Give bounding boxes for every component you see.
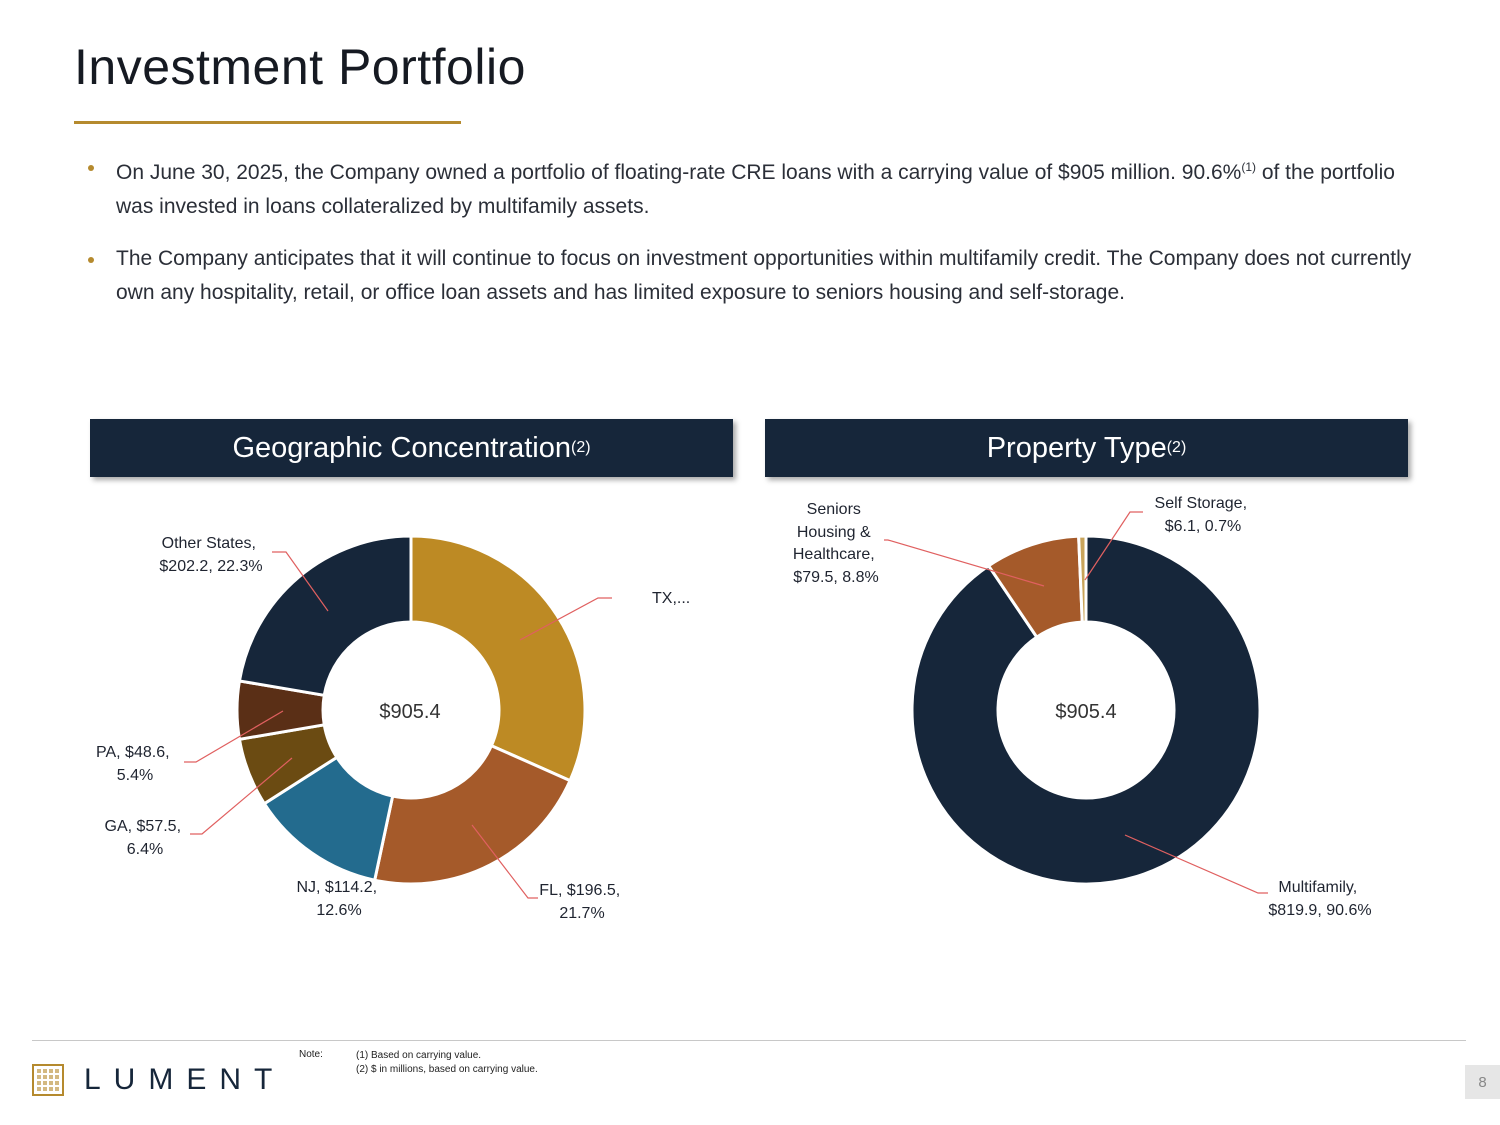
title-underline xyxy=(74,121,461,124)
property-type-donut xyxy=(910,534,1262,886)
data-label-pa: PA, $48.6, 5.4% xyxy=(96,744,174,784)
data-label-seniors-housing: Seniors Housing & Healthcare, $79.5, 8.8… xyxy=(793,501,879,586)
bullet-text: of the portfolio was invested in loans c… xyxy=(116,161,1395,218)
logo-grid-icon xyxy=(32,1064,64,1096)
bullet-item: The Company anticipates that it will con… xyxy=(88,242,1418,310)
page-title: Investment Portfolio xyxy=(74,39,526,95)
footnote-ref: (2) xyxy=(570,439,591,456)
leader-line-tx xyxy=(519,597,612,641)
footnotes: (1) Based on carrying value. (2) $ in mi… xyxy=(356,1049,538,1077)
leader-line-storage xyxy=(1084,511,1143,581)
bullet-dot-icon xyxy=(88,165,94,171)
data-label-fl: FL, $196.5, 21.7% xyxy=(539,882,624,922)
footnote-label: Note: xyxy=(299,1049,323,1060)
logo-wordmark: LUMENT xyxy=(84,1063,286,1096)
page-number: 8 xyxy=(1465,1065,1500,1099)
slice-other-states xyxy=(237,534,413,698)
panel-title: Property Type xyxy=(986,431,1167,464)
slice-self-storage xyxy=(1077,534,1088,624)
property-type-header: Property Type (2) xyxy=(765,419,1408,477)
data-label-multifamily: Multifamily, $819.9, 90.6% xyxy=(1268,879,1371,919)
data-label-tx: TX,... xyxy=(652,590,690,607)
data-label-ga: GA, $57.5, 6.4% xyxy=(105,818,186,858)
slice-multifamily xyxy=(910,534,1262,886)
bullet-item: On June 30, 2025, the Company owned a po… xyxy=(88,150,1418,224)
bullet-dot-icon xyxy=(88,257,94,263)
geographic-concentration-header: Geographic Concentration (2) xyxy=(90,419,733,477)
leader-line-seniors xyxy=(884,539,1045,587)
leader-lines xyxy=(184,511,1268,899)
slice-fl xyxy=(372,743,573,886)
footnote-ref: (1) xyxy=(1241,160,1256,174)
leader-line-other xyxy=(272,551,329,612)
bullet-list: On June 30, 2025, the Company owned a po… xyxy=(88,150,1418,328)
footnote: (2) $ in millions, based on carrying val… xyxy=(356,1064,538,1075)
footer-divider xyxy=(32,1040,1466,1041)
panel-title: Geographic Concentration xyxy=(232,431,571,464)
leader-line-multi xyxy=(1124,834,1268,894)
bullet-text: On June 30, 2025, the Company owned a po… xyxy=(116,161,1242,184)
data-label-self-storage: Self Storage, $6.1, 0.7% xyxy=(1155,495,1252,535)
bullet-text: The Company anticipates that it will con… xyxy=(116,247,1412,304)
data-label-other-states: Other States, $202.2, 22.3% xyxy=(159,535,262,575)
footnote: (1) Based on carrying value. xyxy=(356,1050,482,1061)
footnote-ref: (2) xyxy=(1166,439,1187,456)
leader-line-ga xyxy=(190,757,293,835)
geographic-donut xyxy=(235,534,587,886)
data-label-nj: NJ, $114.2, 12.6% xyxy=(296,879,381,919)
leader-line-fl xyxy=(471,824,538,899)
company-logo: LUMENT xyxy=(32,1063,285,1097)
slice-tx xyxy=(409,534,587,783)
leader-line-pa xyxy=(184,710,284,763)
prop-center-total: $905.4 xyxy=(1055,701,1116,723)
geo-center-total: $905.4 xyxy=(379,701,440,723)
